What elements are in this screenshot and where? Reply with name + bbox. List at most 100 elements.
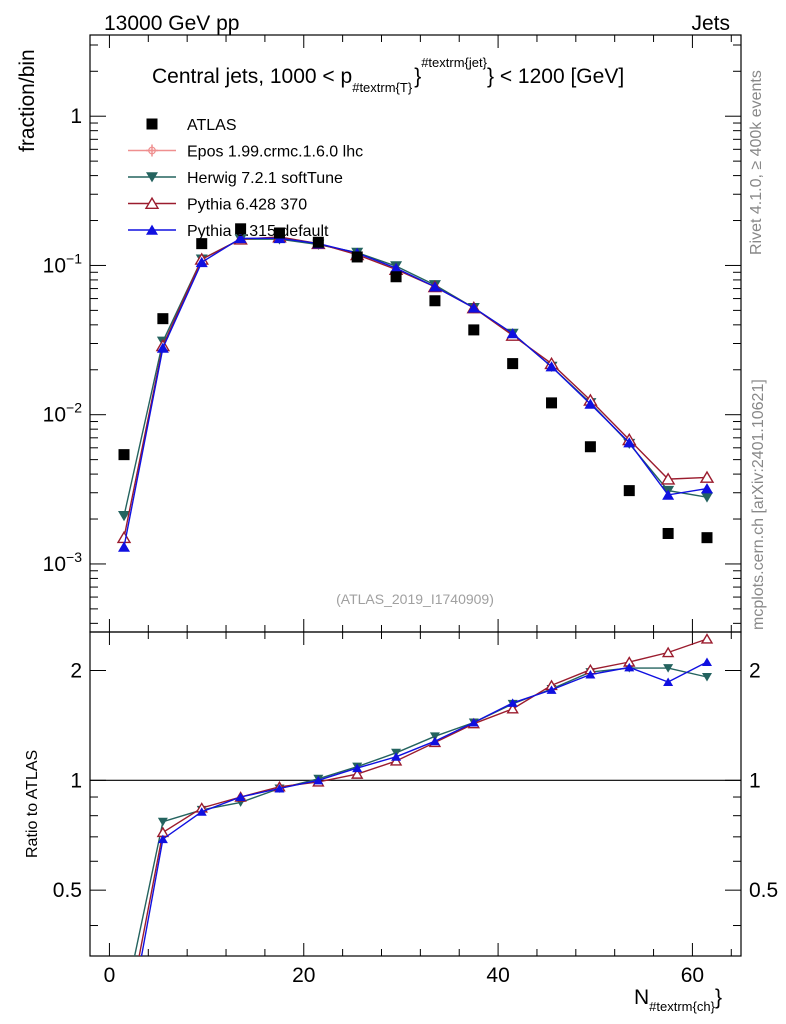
data-point-atlas (235, 223, 247, 235)
series-point-ratio-3 (701, 657, 712, 667)
legend-label-3: Pythia 6.428 370 (187, 197, 307, 214)
series-point-ratio-1 (663, 664, 674, 673)
y-tick-label-main: 10−2 (43, 400, 83, 427)
y-tick-label-ratio-right: 0.5 (749, 879, 778, 902)
y-axis-label: fraction/bin (16, 49, 39, 152)
series-point-main-3 (390, 262, 403, 273)
series-line-main-1 (123, 238, 708, 517)
title-part-b: } < 1200 [GeV] (487, 65, 624, 88)
axis-tick-labels: 0 20 40 60 1 10−1 10−2 10−3 0.5 0.5 1 1 2 2 (43, 105, 779, 987)
series-point-ratio-3 (235, 792, 246, 802)
series-point-main-2 (660, 472, 676, 485)
data-point-atlas (390, 271, 402, 283)
y-tick-label-ratio-right: 2 (749, 659, 761, 682)
series-point-ratio-3 (429, 736, 440, 746)
header-left: 13000 GeV pp (104, 12, 239, 35)
series-point-ratio-2 (350, 768, 364, 779)
series-point-main-3 (428, 281, 441, 292)
data-point-atlas (623, 485, 635, 497)
series-point-ratio-3 (507, 698, 518, 707)
series-layer (116, 223, 715, 956)
y-tick-label-ratio-left: 1 (70, 769, 82, 792)
title-sub: #textrm{T} (352, 80, 413, 95)
series-point-ratio-3 (352, 763, 363, 773)
series-ratio-group-1 (133, 664, 712, 956)
series-line-ratio-2 (138, 638, 708, 956)
legend-marker-4 (146, 224, 158, 235)
legend-label-2: Herwig 7.2.1 softTune (187, 170, 343, 187)
series-point-ratio-2 (506, 702, 519, 714)
x-tick-label: 60 (681, 964, 704, 987)
series-line-main-3 (123, 237, 708, 548)
series-point-main-3 (234, 232, 247, 244)
data-point-atlas (662, 527, 674, 539)
data-point-atlas (468, 324, 480, 336)
series-point-ratio-3 (585, 670, 596, 679)
series-line-main-2 (123, 236, 708, 538)
series-line-ratio-1 (133, 667, 708, 956)
y-tick-label-ratio-left: 0.5 (53, 879, 82, 902)
series-point-main-3 (118, 541, 131, 552)
series-line-ratio-3 (140, 661, 708, 956)
series-ratio-group-2 (138, 633, 714, 956)
x-tick-label: 40 (486, 964, 509, 987)
series-point-main-1 (118, 511, 131, 522)
series-point-ratio-2 (661, 646, 675, 658)
x-tick-label: 20 (292, 964, 315, 987)
legend-marker-3 (144, 196, 160, 210)
x-axis-label: N#textrm{ch}} (634, 986, 722, 1014)
series-point-ratio-3 (274, 783, 285, 793)
series-ratio-group-3 (140, 657, 712, 956)
legend-label-1: Epos 1.99.crmc.1.6.0 lhc (187, 144, 363, 161)
x-label-sub: #textrm{ch} (649, 999, 715, 1014)
x-label-main: N (634, 986, 649, 1009)
legend-label-4: Pythia 8.315 default (187, 223, 329, 240)
analysis-watermark: (ATLAS_2019_I1740909) (336, 591, 494, 607)
legend-marker-1 (146, 144, 158, 157)
series-point-main-3 (545, 361, 558, 372)
series-point-ratio-3 (546, 685, 557, 694)
legend: ATLAS Epos 1.99.crmc.1.6.0 lhc Herwig 7.2.… (128, 117, 363, 240)
series-point-main-3 (623, 437, 636, 448)
series-point-main-3 (584, 398, 597, 409)
data-point-atlas (118, 449, 130, 461)
series-point-main-3 (195, 256, 208, 268)
series-point-ratio-1 (701, 672, 712, 682)
data-point-atlas (701, 532, 713, 544)
series-point-ratio-3 (624, 662, 635, 672)
data-point-atlas (429, 295, 441, 307)
series-point-ratio-3 (391, 752, 402, 761)
series-point-main-2 (116, 530, 132, 544)
data-point-atlas (312, 236, 324, 248)
series-point-ratio-1 (157, 817, 168, 827)
data-point-atlas (196, 238, 208, 250)
series-point-ratio-3 (196, 807, 207, 816)
legend-marker-0 (146, 118, 158, 130)
series-point-ratio-2 (700, 633, 714, 644)
y-tick-label-main: 1 (70, 105, 82, 128)
series-point-main-2 (699, 470, 715, 483)
data-point-atlas (546, 397, 558, 409)
data-point-atlas (157, 313, 169, 325)
series-point-main-3 (700, 483, 713, 494)
title-sup: #textrm{jet} (421, 55, 487, 70)
data-point-atlas (351, 251, 363, 263)
series-point-main-1 (700, 492, 713, 503)
series-point-main-3 (467, 302, 480, 313)
legend-label-0: ATLAS (187, 117, 237, 134)
y-tick-label-ratio-right: 1 (749, 769, 761, 792)
chart-title: Central jets, 1000 < p#textrm{T}}#textrm… (152, 55, 624, 95)
ratio-y-axis-label: Ratio to ATLAS (24, 750, 41, 858)
legend-marker-1-c (148, 146, 156, 155)
series-point-main-3 (506, 328, 519, 339)
series-point-main-3 (662, 489, 675, 500)
series-point-ratio-3 (313, 775, 324, 785)
y-tick-label-main: 10−1 (43, 250, 83, 277)
legend-marker-2 (146, 172, 158, 183)
series-point-main-3 (156, 342, 169, 353)
series-point-ratio-3 (663, 677, 674, 686)
data-point-atlas (273, 227, 285, 239)
x-tick-label: 0 (104, 964, 116, 987)
title-part-a: Central jets, 1000 < p (152, 65, 352, 88)
